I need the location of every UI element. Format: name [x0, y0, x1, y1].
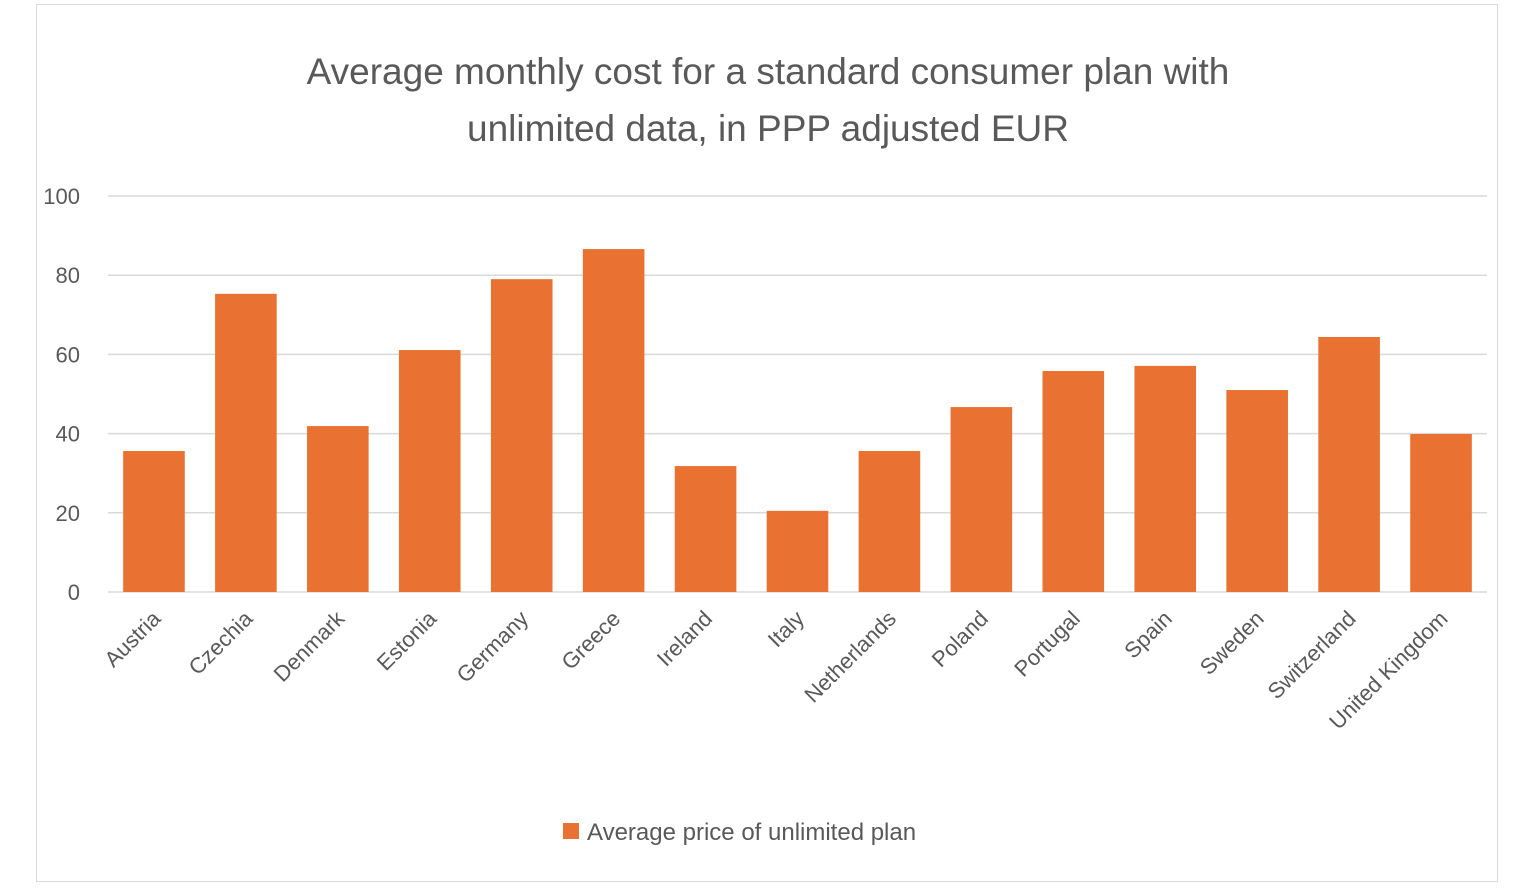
bar-netherlands: [858, 451, 921, 592]
y-tick-label: 20: [56, 501, 80, 526]
x-tick-label: Denmark: [269, 605, 350, 686]
bar-greece: [582, 249, 645, 592]
x-tick-label: Greece: [556, 606, 625, 675]
bar-czechia: [215, 293, 277, 592]
x-tick-label: Netherlands: [799, 606, 901, 708]
bar-spain: [1134, 365, 1197, 592]
bar-portugal: [1042, 371, 1105, 592]
bar-united-kingdom: [1410, 433, 1472, 592]
x-tick-label: Spain: [1119, 606, 1176, 663]
y-tick-label: 40: [56, 422, 80, 447]
legend-swatch: [563, 823, 579, 839]
bar-ireland: [674, 466, 737, 592]
y-tick-label: 0: [68, 580, 80, 605]
chart-title-line-1: Average monthly cost for a standard cons…: [307, 51, 1230, 92]
bar-switzerland: [1318, 336, 1380, 592]
bar-germany: [490, 279, 553, 592]
x-tick-label: Austria: [99, 605, 166, 672]
bar-austria: [123, 451, 185, 592]
bar-italy: [766, 510, 829, 592]
x-tick-label: Portugal: [1009, 606, 1085, 682]
legend-label: Average price of unlimited plan: [587, 819, 916, 846]
bar-sweden: [1226, 390, 1288, 592]
y-tick-label: 60: [56, 342, 80, 367]
chart-title-line-2: unlimited data, in PPP adjusted EUR: [467, 108, 1069, 149]
x-tick-label: Germany: [452, 606, 534, 688]
x-tick-label: Poland: [927, 606, 993, 672]
x-tick-label: Italy: [763, 606, 809, 652]
bar-denmark: [307, 426, 369, 592]
bar-estonia: [398, 350, 461, 592]
x-tick-label: Czechia: [184, 605, 258, 679]
y-tick-label: 100: [43, 184, 80, 209]
x-tick-label: Estonia: [372, 605, 442, 675]
y-tick-label: 80: [56, 263, 80, 288]
bar-poland: [950, 407, 1013, 592]
x-tick-label: Switzerland: [1263, 606, 1361, 704]
x-tick-label: Sweden: [1195, 606, 1269, 680]
x-tick-label: Ireland: [652, 606, 717, 671]
chart-frame: [36, 4, 1498, 882]
